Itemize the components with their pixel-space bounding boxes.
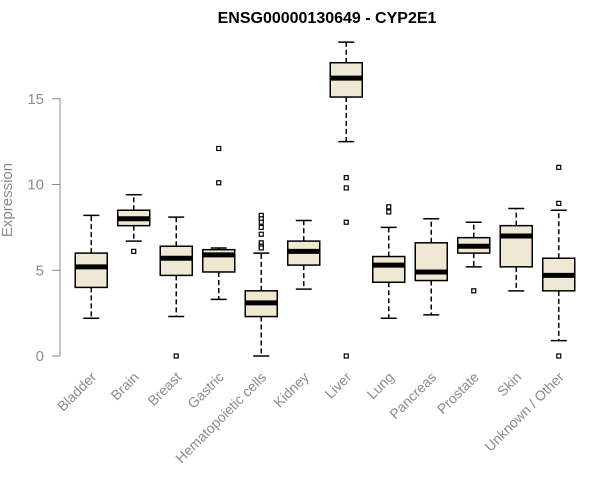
box-unknown-other — [542, 164, 576, 359]
box-iqr — [372, 255, 406, 284]
x-tick-label: Unknown / Other — [481, 369, 567, 455]
box-breast — [159, 216, 193, 359]
box-series — [74, 41, 576, 359]
y-tick-label: 0 — [36, 348, 44, 365]
box-gastric — [202, 145, 236, 301]
x-tick-label: Lung — [364, 369, 397, 402]
outlier-point — [258, 231, 264, 237]
outlier-point — [258, 245, 264, 251]
box-pancreas — [414, 218, 448, 316]
outlier-point — [343, 219, 349, 225]
y-tick-label: 15 — [27, 91, 44, 108]
outlier-point — [343, 353, 349, 359]
box-bladder — [74, 214, 108, 320]
y-axis-ticks: 0 5 10 15 — [27, 91, 60, 365]
x-tick-label: Breast — [144, 369, 184, 409]
outlier-point — [471, 288, 477, 294]
box-iqr — [414, 242, 448, 282]
x-tick-label: Prostate — [434, 369, 482, 417]
outlier-point — [216, 180, 222, 186]
box-skin — [499, 207, 533, 292]
y-axis-label: Expression — [0, 163, 16, 237]
box-prostate — [457, 221, 491, 294]
box-iqr — [499, 224, 533, 268]
outlier-point — [343, 185, 349, 191]
box-iqr — [74, 252, 108, 289]
box-hematopoietic-cells — [244, 212, 278, 357]
outlier-point — [556, 353, 562, 359]
outlier-point — [556, 164, 562, 170]
box-brain — [117, 194, 151, 254]
outlier-point — [386, 204, 392, 210]
x-tick-label: Skin — [494, 369, 525, 400]
x-tick-label: Kidney — [270, 369, 312, 411]
outlier-point — [131, 248, 137, 254]
box-kidney — [287, 219, 321, 290]
box-iqr — [159, 245, 193, 277]
x-tick-label: Bladder — [54, 369, 100, 415]
outlier-point — [216, 145, 222, 152]
chart-title: ENSG00000130649 - CYP2E1 — [218, 10, 437, 27]
outlier-point — [173, 353, 179, 359]
outlier-point — [556, 200, 562, 206]
outlier-point — [258, 224, 264, 230]
x-tick-label: Liver — [322, 369, 355, 402]
outlier-point — [258, 219, 264, 225]
box-lung — [372, 204, 406, 320]
box-liver — [329, 41, 363, 359]
y-tick-label: 10 — [27, 177, 44, 194]
outlier-point — [343, 175, 349, 181]
y-tick-label: 5 — [36, 262, 44, 279]
x-tick-label: Brain — [107, 369, 141, 403]
outlier-point — [386, 209, 392, 215]
x-tick-label: Pancreas — [386, 369, 439, 422]
